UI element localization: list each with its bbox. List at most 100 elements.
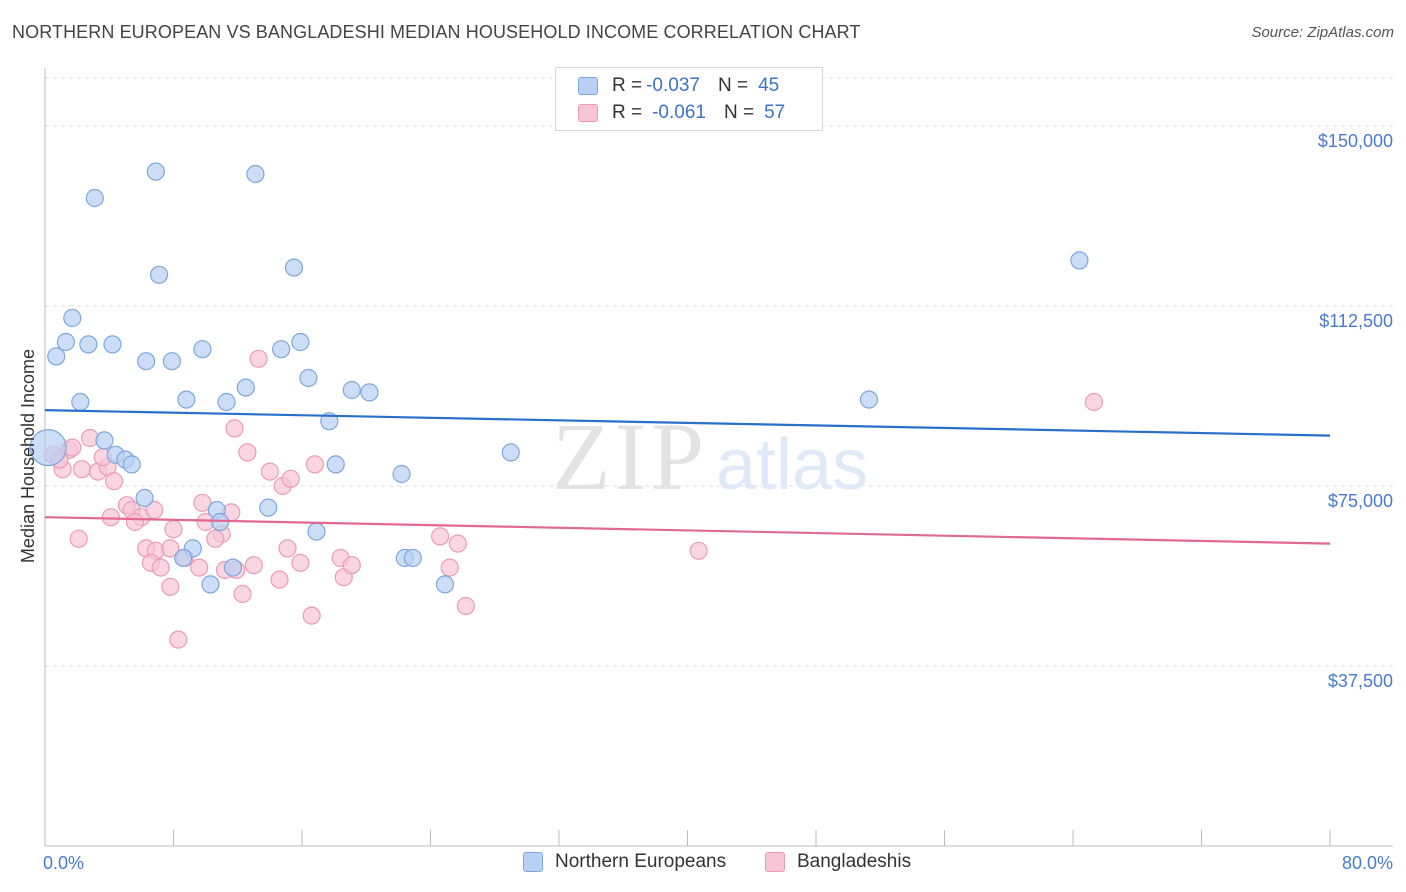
point-northern-europeans [71,392,90,412]
point-northern-europeans [162,352,181,371]
point-bangladeshis [431,527,450,546]
source-label: Source: ZipAtlas.com [1251,24,1394,41]
x-tick-label-min: 0.0% [43,853,84,873]
point-northern-europeans [403,548,422,568]
points-layer [29,162,1103,649]
point-northern-europeans [291,332,310,352]
series-legend-bangladeshis: Bangladeshis [765,851,911,873]
point-northern-europeans [435,575,455,594]
point-bangladeshis [190,558,209,577]
point-bangladeshis [249,349,268,368]
trend-line-northern-europeans [44,409,1331,437]
point-bangladeshis [260,462,279,481]
point-bangladeshis [101,508,120,527]
legend-r-label: R = [612,102,643,123]
point-bangladeshis [244,556,263,575]
point-northern-europeans [299,368,318,388]
point-northern-europeans [259,498,278,517]
point-bangladeshis [206,529,225,548]
point-northern-europeans [85,188,104,208]
point-bangladeshis [302,606,321,625]
point-northern-europeans [342,380,361,400]
point-northern-europeans [122,455,141,474]
point-bangladeshis [161,577,180,596]
x-tick-label-max: 80.0% [1342,853,1393,873]
point-northern-europeans [392,464,411,484]
chart-title: NORTHERN EUROPEAN VS BANGLADESHI MEDIAN … [12,22,861,42]
watermark-atlas: atlas [716,425,868,505]
legend-n-label: N = [717,75,749,96]
point-northern-europeans [307,522,326,541]
point-bangladeshis [270,570,289,589]
point-bangladeshis [238,443,257,462]
y-tick-label: $75,000 [1328,491,1393,511]
legend-swatch-pink [578,104,598,122]
legend-n-label: N = [723,102,755,123]
point-northern-europeans [47,347,66,366]
point-northern-europeans [137,352,156,371]
trend-layer [44,409,1331,545]
point-northern-europeans [135,488,154,508]
y-tick-label: $150,000 [1318,131,1393,151]
grid-layer [45,77,1393,667]
point-northern-europeans [146,162,165,181]
legend-row-bangladeshis: R = -0.061 N = 57 [578,101,785,125]
point-northern-europeans [236,378,255,397]
point-northern-europeans [95,431,114,450]
legend-r-value: -0.037 [646,75,700,96]
legend-r-value: -0.061 [652,102,706,123]
point-northern-europeans [177,390,196,409]
legend-swatch-blue [578,77,598,95]
point-northern-europeans [29,429,67,467]
point-northern-europeans [284,258,304,277]
point-northern-europeans [501,443,520,462]
watermark-zip: ZIP [552,403,708,510]
point-bangladeshis [440,558,459,577]
correlation-legend: R = -0.037 N = 45 R = -0.061 N = 57 [555,67,823,131]
point-northern-europeans [103,335,122,354]
point-bangladeshis [69,529,88,548]
point-northern-europeans [859,390,879,409]
point-bangladeshis [1084,392,1103,412]
point-bangladeshis [233,584,252,604]
series-legend-label: Bangladeshis [797,851,912,872]
legend-n-value: 57 [764,102,786,123]
point-northern-europeans [174,548,193,568]
point-bangladeshis [151,558,170,577]
y-axis-label: Median Household Income [18,349,38,563]
series-legend-label: Northern Europeans [555,851,727,872]
point-bangladeshis [278,539,297,558]
point-northern-europeans [326,455,345,474]
point-northern-europeans [201,575,220,594]
point-northern-europeans [79,335,98,354]
point-bangladeshis [193,493,212,512]
point-bangladeshis [169,630,188,649]
legend-row-northern-europeans: R = -0.037 N = 45 [578,74,779,98]
watermark: ZIP atlas [552,403,868,510]
point-bangladeshis [164,520,183,539]
point-bangladeshis [125,512,145,532]
point-bangladeshis [72,460,92,479]
point-bangladeshis [161,539,180,558]
point-bangladeshis [456,596,475,616]
series-legend-northern-europeans: Northern Europeans [523,851,726,873]
y-tick-label: $37,500 [1328,671,1393,691]
tick-label-layer: $37,500 $75,000 $112,500 $150,000 0.0% 80.0% [43,131,1393,873]
series-swatch-blue [523,852,543,872]
point-bangladeshis [281,469,300,488]
point-northern-europeans [360,383,379,402]
legend-r-label: R = [612,75,643,96]
point-northern-europeans [217,392,236,412]
point-northern-europeans [223,558,243,577]
series-swatch-pink [765,852,785,872]
point-northern-europeans [193,340,212,359]
legend-n-value: 45 [758,75,780,96]
point-bangladeshis [342,556,361,575]
point-bangladeshis [448,534,467,553]
point-bangladeshis [225,419,244,438]
series-legend: Northern Europeans Bangladeshis [0,851,1406,877]
point-northern-europeans [1070,251,1089,270]
point-northern-europeans [63,308,82,328]
point-northern-europeans [272,340,291,359]
point-bangladeshis [104,472,124,491]
